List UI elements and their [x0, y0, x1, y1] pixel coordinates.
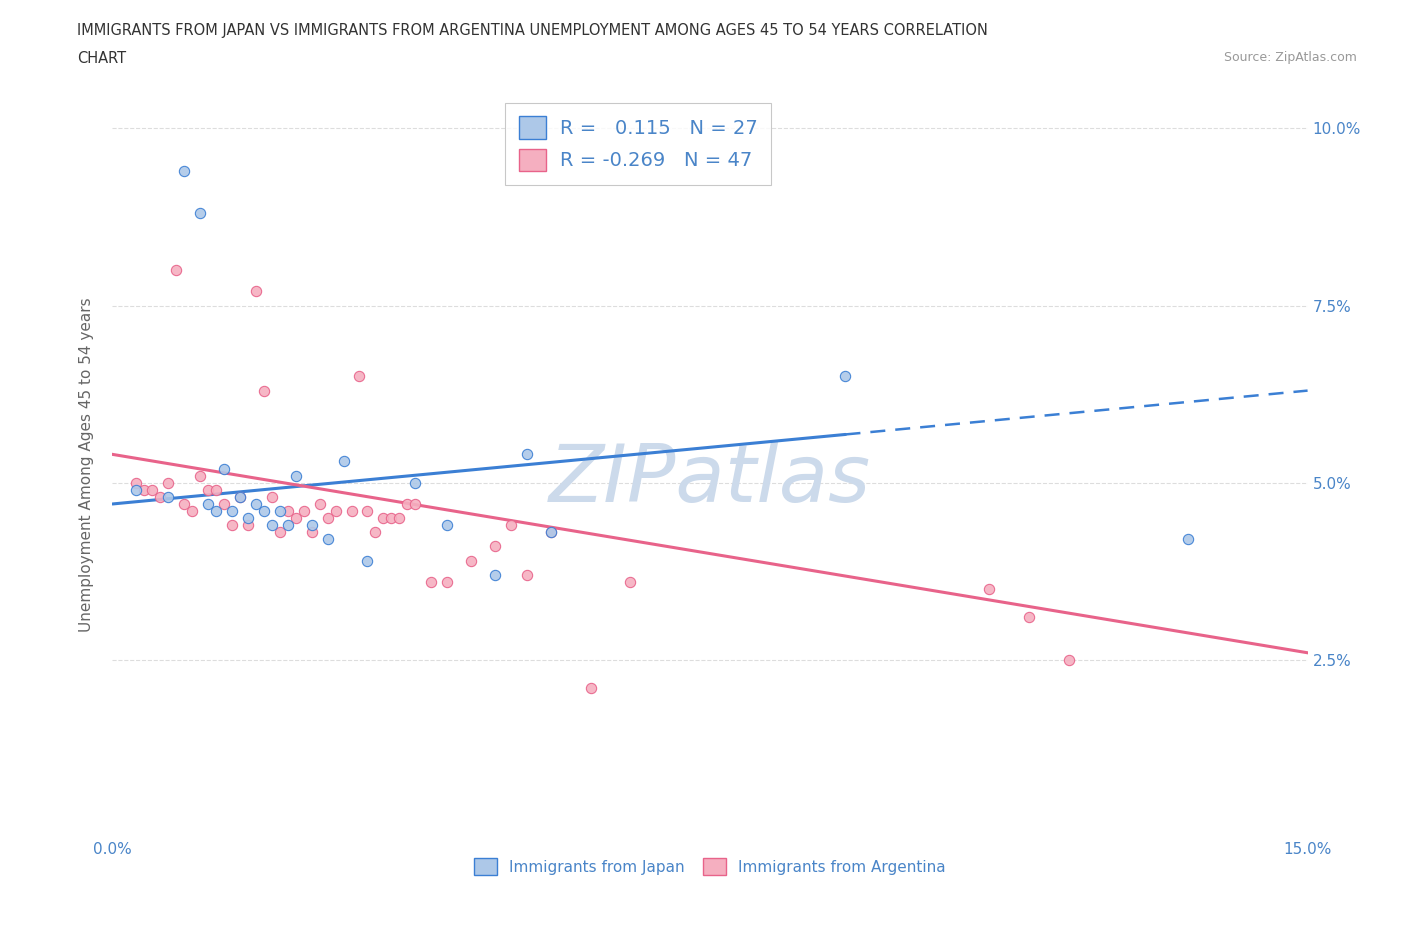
- Point: [396, 497, 419, 512]
- Point: [245, 497, 267, 512]
- Point: [436, 518, 458, 533]
- Point: [460, 553, 482, 568]
- Point: [236, 511, 259, 525]
- Point: [221, 518, 243, 533]
- Point: [316, 511, 339, 525]
- Text: ZIPatlas: ZIPatlas: [548, 441, 872, 519]
- Point: [404, 475, 426, 490]
- Point: [253, 383, 276, 398]
- Text: CHART: CHART: [77, 51, 127, 66]
- Text: Source: ZipAtlas.com: Source: ZipAtlas.com: [1223, 51, 1357, 64]
- Point: [340, 504, 363, 519]
- Point: [516, 447, 538, 462]
- Point: [292, 504, 315, 519]
- Point: [356, 504, 378, 519]
- Point: [499, 518, 522, 533]
- Point: [579, 681, 602, 696]
- Point: [269, 525, 291, 539]
- Point: [212, 497, 235, 512]
- Point: [205, 504, 228, 519]
- Point: [229, 489, 252, 504]
- Point: [157, 475, 180, 490]
- Point: [157, 489, 180, 504]
- Point: [1018, 610, 1040, 625]
- Point: [316, 532, 339, 547]
- Point: [188, 206, 211, 221]
- Point: [364, 525, 387, 539]
- Point: [404, 497, 426, 512]
- Point: [834, 369, 856, 384]
- Point: [388, 511, 411, 525]
- Point: [619, 575, 641, 590]
- Point: [380, 511, 402, 525]
- Point: [1177, 532, 1199, 547]
- Point: [205, 483, 228, 498]
- Point: [173, 164, 195, 179]
- Point: [277, 518, 299, 533]
- Point: [165, 262, 187, 277]
- Point: [301, 525, 323, 539]
- Point: [277, 504, 299, 519]
- Point: [420, 575, 443, 590]
- Point: [977, 581, 1000, 596]
- Point: [253, 504, 276, 519]
- Text: IMMIGRANTS FROM JAPAN VS IMMIGRANTS FROM ARGENTINA UNEMPLOYMENT AMONG AGES 45 TO: IMMIGRANTS FROM JAPAN VS IMMIGRANTS FROM…: [77, 23, 988, 38]
- Point: [349, 369, 371, 384]
- Point: [221, 504, 243, 519]
- Point: [173, 497, 195, 512]
- Point: [260, 518, 283, 533]
- Point: [540, 525, 562, 539]
- Point: [540, 525, 562, 539]
- Point: [484, 539, 506, 554]
- Point: [373, 511, 395, 525]
- Point: [301, 518, 323, 533]
- Point: [260, 489, 283, 504]
- Point: [125, 475, 148, 490]
- Point: [356, 553, 378, 568]
- Point: [125, 483, 148, 498]
- Point: [212, 461, 235, 476]
- Point: [1057, 653, 1080, 668]
- Point: [141, 483, 163, 498]
- Point: [332, 454, 354, 469]
- Point: [284, 511, 307, 525]
- Point: [484, 567, 506, 582]
- Point: [229, 489, 252, 504]
- Point: [284, 468, 307, 483]
- Point: [236, 518, 259, 533]
- Point: [188, 468, 211, 483]
- Point: [245, 284, 267, 299]
- Point: [516, 567, 538, 582]
- Y-axis label: Unemployment Among Ages 45 to 54 years: Unemployment Among Ages 45 to 54 years: [79, 298, 94, 632]
- Point: [436, 575, 458, 590]
- Point: [197, 497, 219, 512]
- Point: [197, 483, 219, 498]
- Point: [308, 497, 330, 512]
- Point: [181, 504, 204, 519]
- Point: [325, 504, 347, 519]
- Legend: Immigrants from Japan, Immigrants from Argentina: Immigrants from Japan, Immigrants from A…: [468, 852, 952, 882]
- Point: [149, 489, 172, 504]
- Point: [269, 504, 291, 519]
- Point: [134, 483, 156, 498]
